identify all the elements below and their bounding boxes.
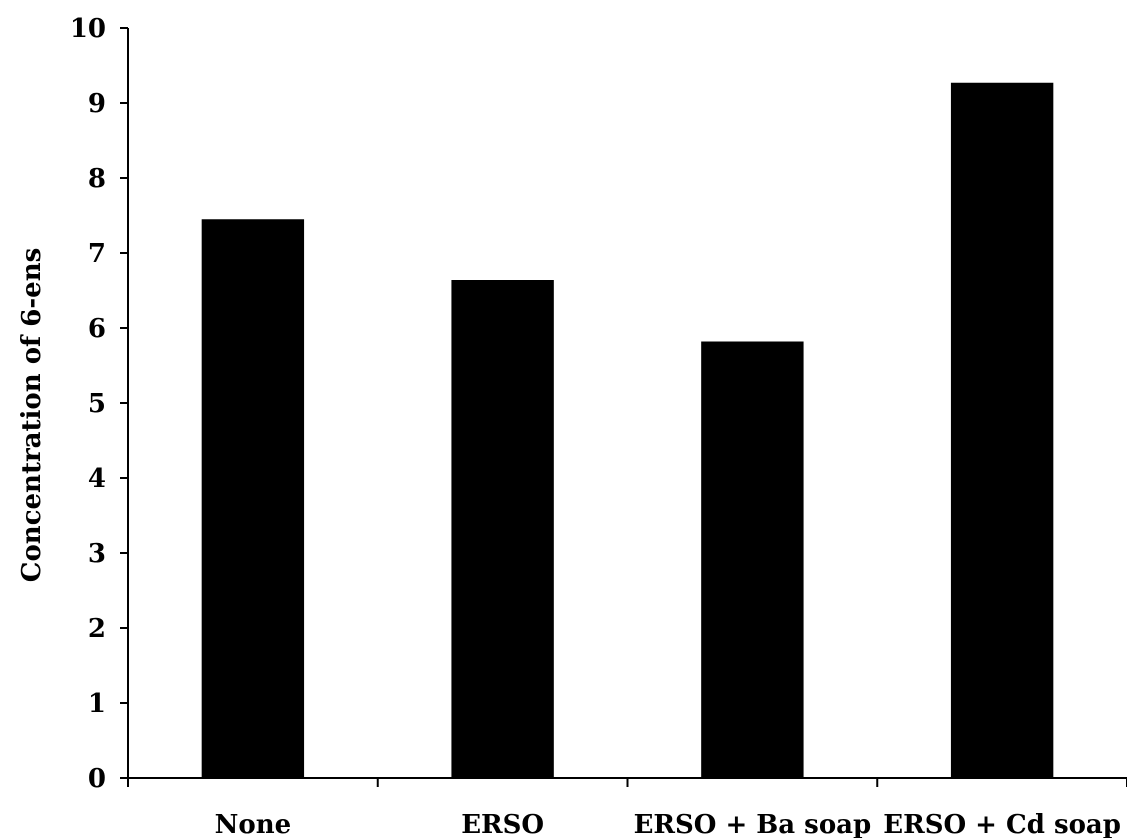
y-tick-label: 6: [88, 314, 106, 344]
x-axis-ticks: None ERSO ERSO + Ba soap ERSO + Cd soap: [127, 778, 1127, 838]
x-category-label: ERSO + Cd soap: [883, 810, 1121, 838]
x-category-label: None: [215, 810, 292, 838]
y-tick-label: 10: [70, 14, 106, 44]
y-tick-label: 9: [88, 89, 106, 119]
y-tick-label: 0: [88, 764, 106, 794]
y-tick-label: 1: [88, 689, 106, 719]
bar-erso-cd-soap: [950, 82, 1054, 778]
bar-erso-ba-soap: [701, 341, 804, 778]
bar-erso: [451, 280, 554, 778]
y-tick-label: 7: [88, 239, 106, 269]
y-tick-label: 3: [88, 539, 106, 569]
y-tick-label: 8: [88, 164, 106, 194]
bars: [201, 82, 1054, 778]
y-axis-title: Concentration of 6-ens: [17, 248, 47, 583]
y-tick-label: 2: [88, 614, 106, 644]
y-axis-ticks: 0 1 2 3 4 5 6 7 8 9 10: [70, 14, 128, 794]
x-category-label: ERSO + Ba soap: [634, 810, 872, 838]
x-category-label: ERSO: [461, 810, 544, 838]
bar-none: [201, 219, 305, 778]
y-tick-label: 4: [88, 464, 106, 494]
y-tick-label: 5: [88, 389, 106, 419]
